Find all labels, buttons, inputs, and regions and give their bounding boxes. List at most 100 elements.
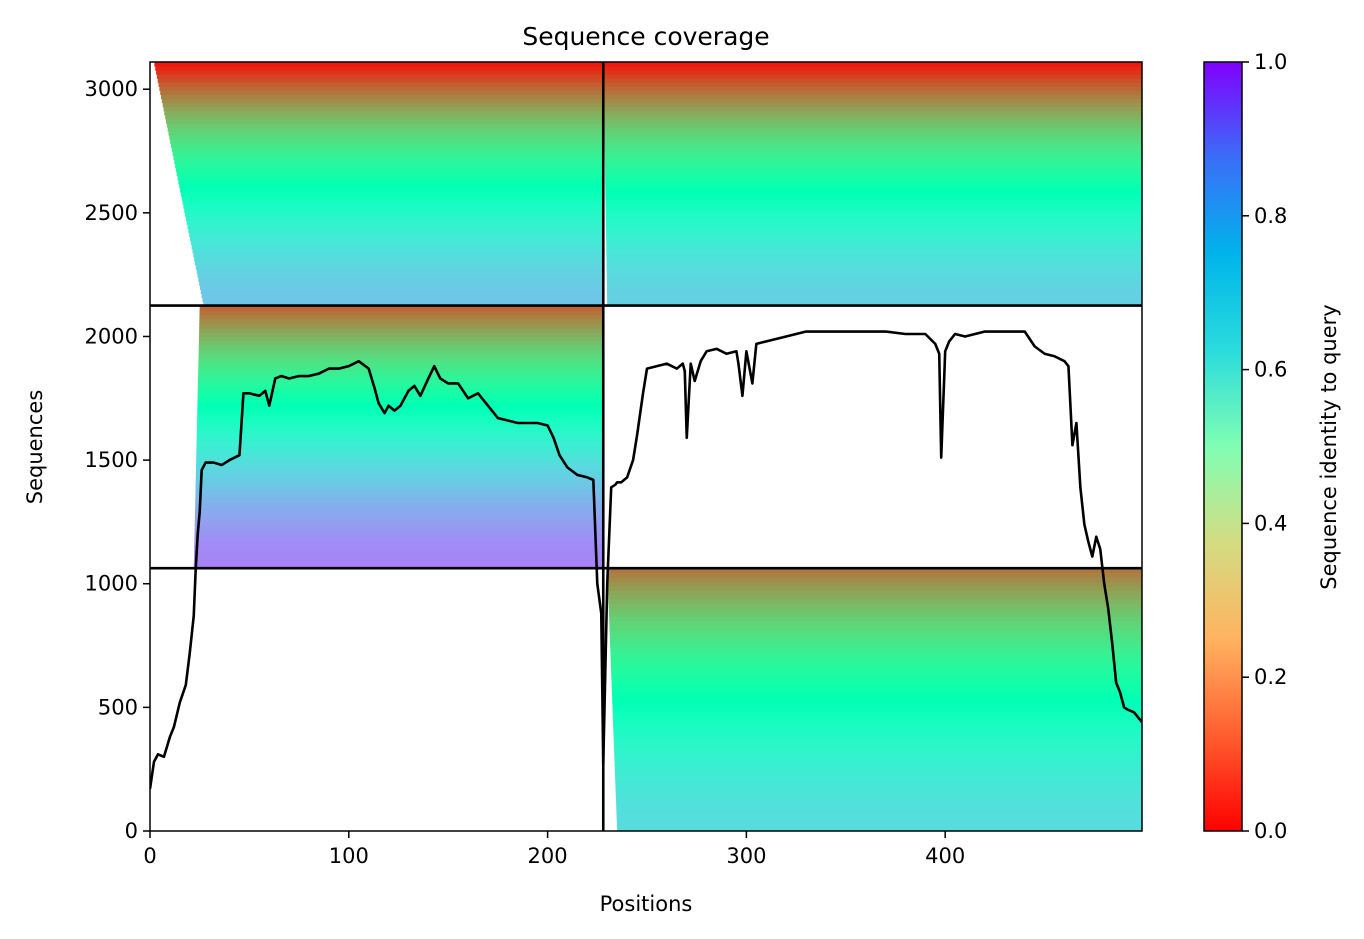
colorbar-tick-label: 0.6 [1254, 358, 1287, 382]
coverage-strip [186, 220, 604, 225]
coverage-strip [608, 598, 1142, 604]
coverage-strip [158, 82, 604, 87]
coverage-strip [612, 708, 1142, 714]
coverage-strip [164, 110, 604, 116]
coverage-strip [195, 502, 604, 508]
coverage-strip [607, 581, 1142, 587]
coverage-strip [604, 110, 1142, 116]
coverage-strip [196, 463, 604, 469]
coverage-strip [199, 309, 604, 315]
coverage-strip [156, 70, 604, 75]
coverage-block-3 [193, 305, 604, 569]
coverage-strip [188, 228, 604, 234]
coverage-strip [604, 155, 1142, 161]
coverage-strip [172, 151, 604, 156]
coverage-strip [604, 151, 1142, 156]
coverage-strip [609, 616, 1142, 622]
coverage-strip [185, 212, 604, 217]
x-tick-label: 0 [143, 844, 156, 868]
coverage-strip [604, 106, 1142, 112]
coverage-strip [195, 467, 604, 473]
coverage-strip [609, 625, 1142, 631]
coverage-strip [610, 664, 1142, 670]
coverage-strip [606, 228, 1142, 234]
coverage-strip [615, 782, 1142, 788]
coverage-strip [199, 331, 604, 337]
coverage-strip [609, 629, 1142, 635]
coverage-strip [170, 139, 604, 144]
coverage-strip [176, 171, 604, 177]
coverage-strip [616, 800, 1142, 806]
coverage-strip [605, 212, 1142, 217]
coverage-strip [173, 155, 604, 161]
coverage-strip [184, 208, 604, 213]
coverage-strip [610, 647, 1142, 652]
coverage-line [150, 330, 1142, 790]
coverage-strip [606, 260, 1142, 266]
coverage-strip [606, 269, 1142, 274]
coverage-strip [196, 445, 604, 451]
coverage-strip [608, 607, 1142, 613]
coverage-strip [610, 660, 1142, 666]
coverage-strip [196, 449, 604, 455]
coverage-strip [604, 159, 1142, 165]
colorbar-tick-label: 0.8 [1254, 204, 1287, 228]
coverage-strip [199, 285, 604, 290]
coverage-strip [617, 826, 1142, 831]
coverage-strip [154, 62, 604, 67]
coverage-strip [199, 305, 604, 311]
coverage-strip [606, 256, 1142, 262]
coverage-strip [199, 314, 604, 320]
coverage-strip [605, 208, 1142, 213]
coverage-strip [604, 122, 1142, 128]
coverage-strip [195, 498, 604, 504]
coverage-strip [162, 102, 604, 108]
coverage-strip [613, 734, 1142, 740]
coverage-strip [199, 318, 604, 324]
coverage-strip [195, 480, 604, 486]
coverage-strip [175, 163, 604, 169]
coverage-strip [198, 349, 604, 355]
coverage-strip [198, 340, 604, 346]
coverage-strip [604, 126, 1142, 132]
coverage-strip [197, 273, 604, 278]
coverage-strip [182, 200, 604, 205]
y-axis-ticks: 0 500 1000 1500 2000 2500 3000 [85, 77, 150, 843]
coverage-strip [197, 397, 604, 403]
coverage-strip [197, 393, 604, 399]
coverage-strip [197, 379, 604, 385]
coverage-strip [165, 118, 604, 124]
coverage-blocks [154, 62, 1142, 831]
coverage-strip [159, 86, 604, 92]
coverage-strip [608, 611, 1142, 617]
coverage-strip [196, 454, 604, 460]
coverage-strip [603, 86, 1142, 92]
coverage-strip [195, 489, 604, 495]
coverage-strip [613, 725, 1142, 731]
coverage-strip [194, 546, 604, 552]
colorbar-tick-label: 0.2 [1254, 665, 1287, 689]
coverage-strip [196, 428, 604, 434]
coverage-strip [616, 822, 1142, 828]
coverage-strip [613, 739, 1142, 744]
coverage-strip [604, 118, 1142, 124]
coverage-strip [169, 135, 604, 140]
coverage-strip [197, 384, 604, 390]
coverage-strip [603, 94, 1142, 100]
coverage-strip [198, 366, 604, 372]
coverage-strip [605, 220, 1142, 225]
coverage-strip [605, 224, 1142, 230]
x-axis-label: Positions [600, 892, 693, 916]
coverage-strip [616, 817, 1142, 823]
coverage-strip [194, 256, 604, 262]
coverage-strip [197, 414, 604, 420]
coverage-strip [612, 712, 1142, 718]
coverage-strip [613, 730, 1142, 736]
coverage-strip [611, 668, 1142, 674]
coverage-strip [613, 721, 1142, 727]
coverage-strip [198, 353, 604, 359]
coverage-strip [603, 82, 1142, 87]
coverage-strip [199, 327, 604, 333]
coverage-strip [197, 388, 604, 394]
coverage-strip [604, 139, 1142, 144]
